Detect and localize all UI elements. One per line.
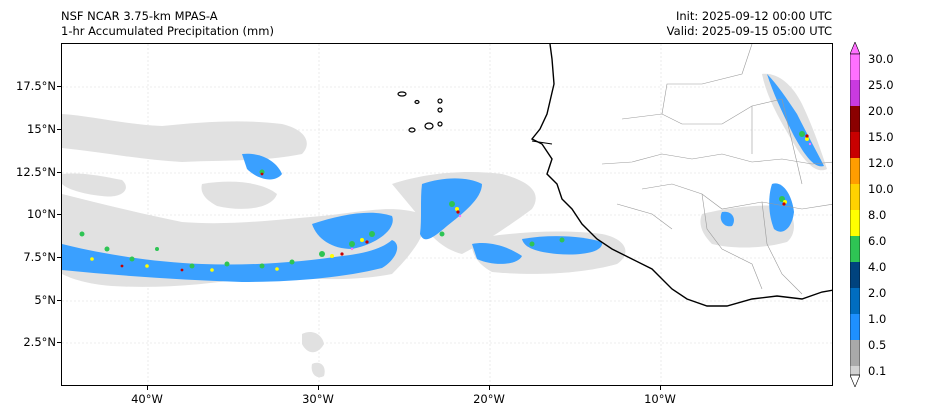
cb-label-25: 25.0 bbox=[868, 78, 894, 92]
colorbar bbox=[850, 42, 860, 387]
cb-label-1: 1.0 bbox=[868, 312, 887, 326]
coastline bbox=[530, 44, 832, 307]
cb-label-2: 2.0 bbox=[868, 286, 887, 300]
lat-tick bbox=[57, 257, 61, 258]
cb-label-20: 20.0 bbox=[868, 104, 894, 118]
lat-label-2-5: 2.5°N bbox=[23, 335, 56, 349]
cb-label-6: 6.0 bbox=[868, 234, 887, 248]
country-borders bbox=[601, 44, 832, 295]
lat-label-12-5: 12.5°N bbox=[16, 165, 56, 179]
lon-label-20w: 20°W bbox=[473, 392, 505, 406]
lon-tick bbox=[489, 386, 490, 390]
lat-label-17-5: 17.5°N bbox=[16, 79, 56, 93]
lat-tick bbox=[57, 300, 61, 301]
field-title: 1-hr Accumulated Precipitation (mm) bbox=[61, 24, 274, 38]
lon-label-30w: 30°W bbox=[302, 392, 334, 406]
convective-cells bbox=[79, 131, 812, 272]
lat-tick bbox=[57, 86, 61, 87]
map-title-right: Init: 2025-09-12 00:00 UTC Valid: 2025-0… bbox=[667, 9, 832, 39]
cb-label-15: 15.0 bbox=[868, 130, 894, 144]
init-time: Init: 2025-09-12 00:00 UTC bbox=[676, 9, 832, 23]
lat-label-15: 15°N bbox=[27, 122, 56, 136]
cape-verde-islands bbox=[397, 91, 443, 133]
moderate-precip-areas bbox=[62, 74, 824, 282]
cb-label-8: 8.0 bbox=[868, 208, 887, 222]
lat-tick bbox=[57, 172, 61, 173]
lat-tick bbox=[57, 129, 61, 130]
cb-label-0-5: 0.5 bbox=[868, 338, 887, 352]
lat-tick bbox=[57, 214, 61, 215]
lat-label-5: 5°N bbox=[34, 293, 56, 307]
cb-label-4: 4.0 bbox=[868, 260, 887, 274]
lon-label-40w: 40°W bbox=[131, 392, 163, 406]
lat-tick bbox=[57, 342, 61, 343]
cb-label-10: 10.0 bbox=[868, 182, 894, 196]
map-title-left: NSF NCAR 3.75-km MPAS-A 1-hr Accumulated… bbox=[61, 9, 274, 39]
lon-label-10w: 10°W bbox=[644, 392, 676, 406]
map-panel bbox=[61, 43, 833, 386]
lat-label-7-5: 7.5°N bbox=[23, 250, 56, 264]
cb-label-0-1: 0.1 bbox=[868, 364, 887, 378]
cb-label-12: 12.0 bbox=[868, 156, 894, 170]
lon-tick bbox=[660, 386, 661, 390]
cb-label-30: 30.0 bbox=[868, 52, 894, 66]
lon-tick bbox=[147, 386, 148, 390]
valid-time: Valid: 2025-09-15 05:00 UTC bbox=[666, 24, 832, 38]
lon-tick bbox=[318, 386, 319, 390]
lat-label-10: 10°N bbox=[27, 207, 56, 221]
model-title: NSF NCAR 3.75-km MPAS-A bbox=[61, 9, 218, 23]
precipitation-map bbox=[62, 44, 832, 385]
